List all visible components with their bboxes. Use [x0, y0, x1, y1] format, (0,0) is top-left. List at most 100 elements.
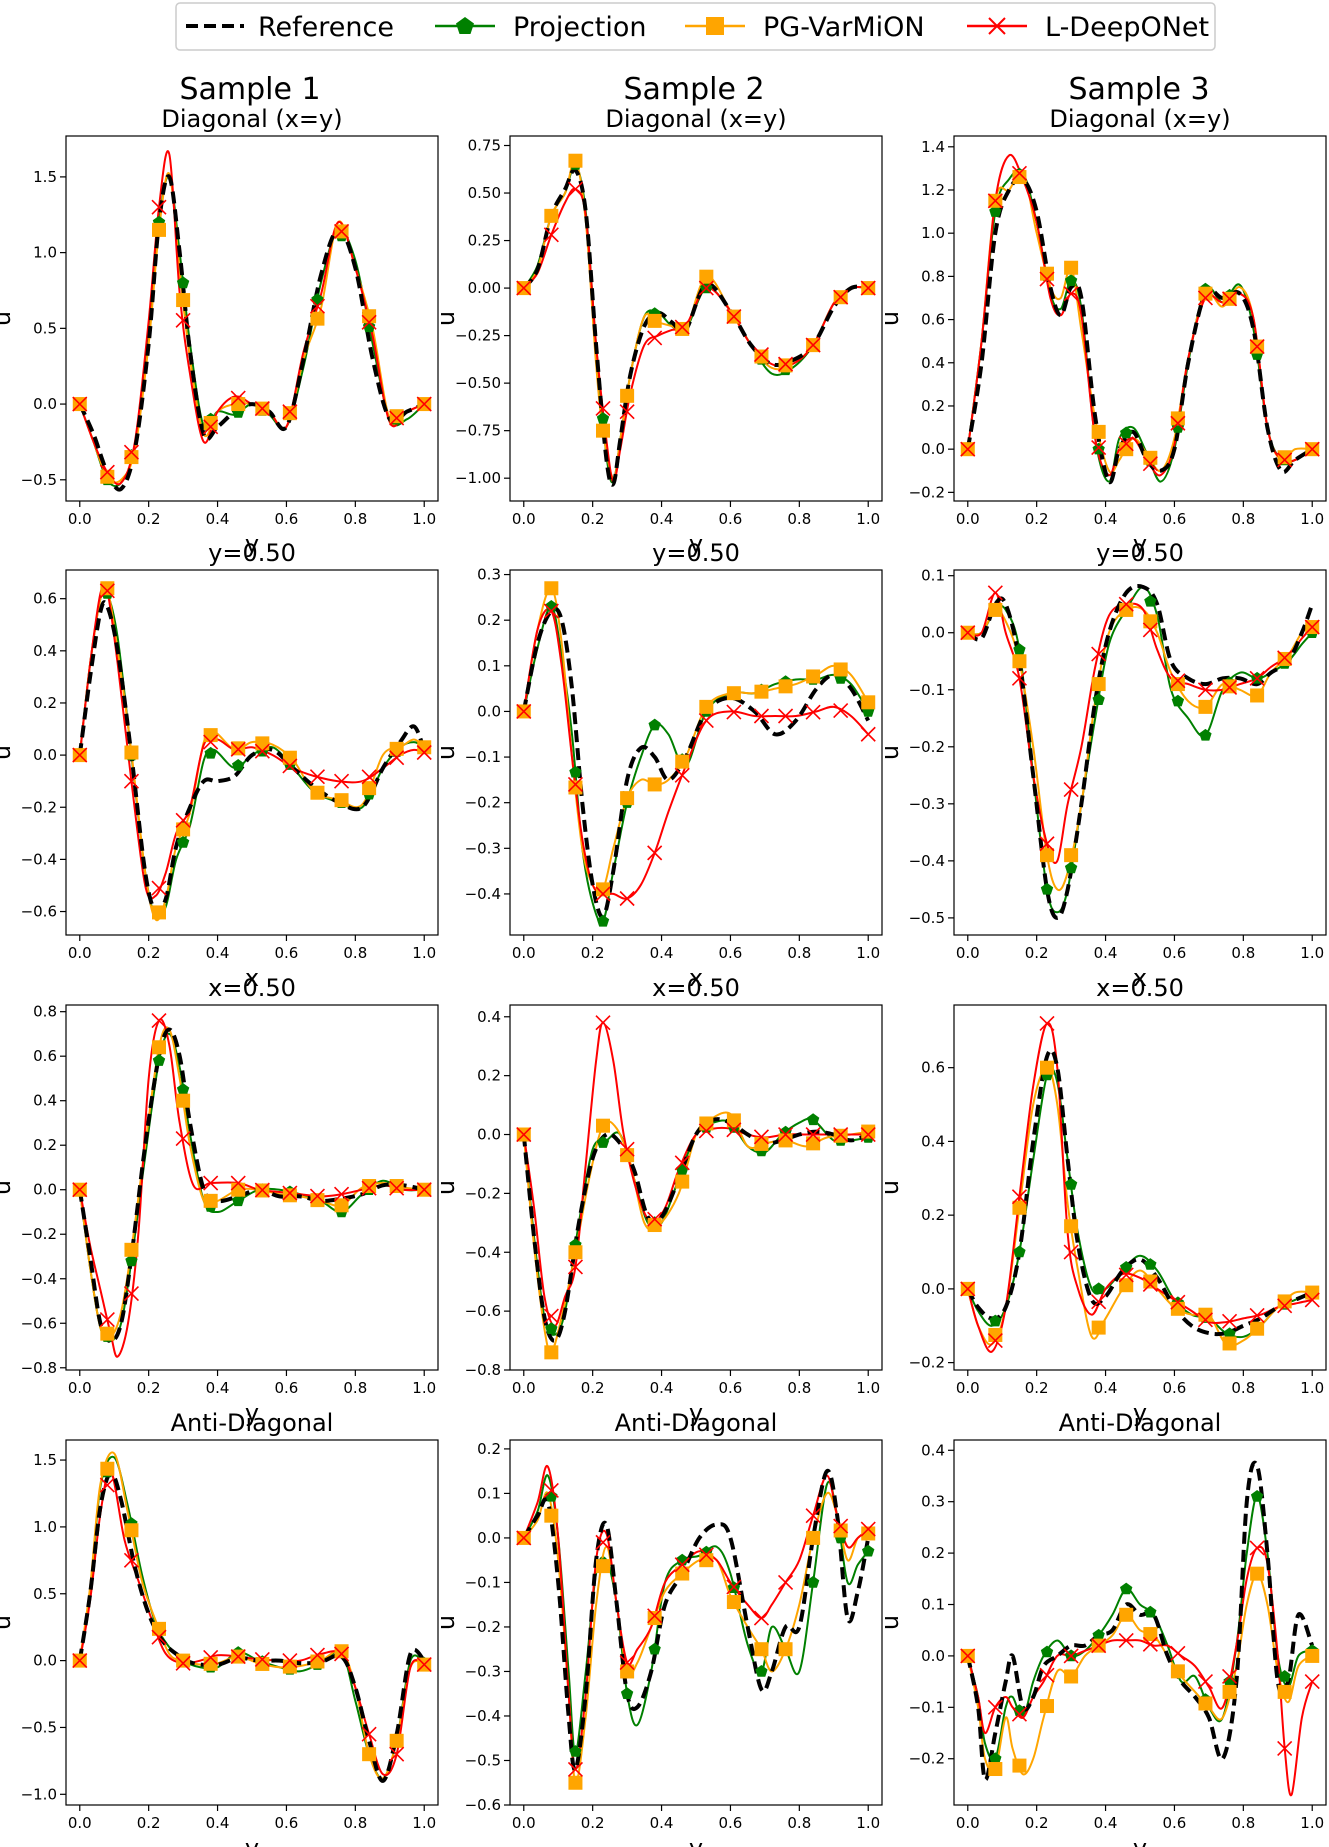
y-tick-label: 1.0 [33, 1518, 57, 1536]
legend-marker-l-deeponet [988, 17, 1006, 35]
y-tick-label: 0.2 [921, 1544, 945, 1562]
subplot-r4-c1: Anti-Diagonal 0.0 0.2 0.4 0.6 0.8 1.0 −1.0 −0.5 0… [0, 1409, 439, 1847]
marker-l-deeponet [1142, 456, 1158, 472]
y-tick-label: −0.1 [465, 748, 501, 766]
marker-pg-varmion [1040, 1060, 1054, 1075]
x-tick-label: 0.0 [956, 1379, 980, 1397]
y-tick-label: 0.0 [33, 395, 57, 413]
y-tick-label: 0.1 [921, 1596, 945, 1614]
marker-l-deeponet [389, 750, 405, 766]
series-markers [516, 581, 876, 927]
marker-projection [806, 1575, 820, 1588]
y-tick-label: 0.25 [468, 232, 501, 250]
marker-l-deeponet [416, 744, 432, 761]
marker-l-deeponet [960, 441, 976, 457]
marker-projection [1144, 1605, 1157, 1618]
marker-pg-varmion [1091, 677, 1106, 692]
subplot-title: x=0.50 [652, 974, 740, 1002]
y-tick-label: 0.4 [477, 1008, 501, 1026]
marker-l-deeponet [1118, 1267, 1134, 1283]
marker-projection [1120, 1582, 1133, 1595]
marker-l-deeponet [777, 356, 794, 372]
marker-l-deeponet [1249, 670, 1265, 686]
marker-l-deeponet [1277, 1740, 1293, 1757]
plot-frame [509, 1004, 883, 1371]
y-tick-label: 0.8 [33, 1003, 57, 1021]
subplot-r2-c1: y=0.50 0.0 0.2 0.4 0.6 0.8 1.0 −0.6 −0.4 −0.2 0.0 0… [0, 539, 439, 992]
x-tick-label: 0.6 [275, 944, 299, 962]
x-tick-label: 1.0 [856, 944, 880, 962]
series-line-l-deeponet [523, 187, 869, 484]
marker-l-deeponet [595, 1534, 611, 1550]
series-markers [72, 1013, 432, 1342]
marker-pg-varmion [544, 1508, 559, 1523]
marker-pg-varmion [100, 469, 115, 484]
x-tick-label: 0.4 [206, 510, 230, 528]
marker-l-deeponet [230, 1175, 246, 1191]
marker-l-deeponet [805, 337, 821, 353]
marker-l-deeponet [175, 1655, 191, 1671]
y-tick-label: −0.2 [909, 1354, 945, 1372]
marker-l-deeponet [1063, 782, 1079, 798]
plot-frame [953, 135, 1327, 502]
marker-projection [1040, 882, 1054, 895]
series-line-l-deeponet [78, 1018, 425, 1358]
marker-pg-varmion [282, 750, 297, 765]
marker-pg-varmion [152, 1040, 166, 1055]
marker-l-deeponet [333, 223, 350, 239]
marker-l-deeponet [960, 1648, 976, 1664]
series-markers [960, 585, 1320, 895]
marker-l-deeponet [516, 703, 532, 720]
series-markers [516, 1015, 876, 1360]
marker-pg-varmion [544, 208, 559, 223]
marker-l-deeponet [416, 396, 432, 412]
y-axis-label: u [876, 1615, 904, 1630]
y-tick-label: 0.50 [468, 184, 501, 202]
y-tick-label: −0.3 [465, 1662, 501, 1680]
marker-pg-varmion [675, 1174, 690, 1189]
marker-projection [569, 1745, 582, 1757]
marker-l-deeponet [1304, 441, 1320, 457]
x-tick-label: 0.2 [581, 944, 605, 962]
marker-projection [862, 1544, 875, 1557]
x-tick-label: 1.0 [1300, 944, 1324, 962]
marker-l-deeponet [309, 769, 326, 785]
subplot-title: y=0.50 [1096, 539, 1184, 567]
marker-l-deeponet [1170, 673, 1186, 689]
marker-pg-varmion [334, 793, 349, 808]
y-tick-label: −0.4 [465, 1707, 501, 1725]
marker-l-deeponet [1221, 1668, 1238, 1685]
y-tick-label: 1.0 [33, 244, 57, 262]
x-axis-label: y [689, 1834, 703, 1847]
x-tick-label: 1.0 [412, 1379, 436, 1397]
marker-l-deeponet [309, 298, 326, 314]
marker-l-deeponet [777, 1126, 794, 1143]
subplot-r1-c2: Diagonal (x=y) 0.0 0.2 0.4 0.6 0.8 1.0 −1.00 −0.… [432, 105, 883, 558]
marker-pg-varmion [1277, 450, 1292, 465]
series-markers [72, 1461, 432, 1762]
y-tick-label: −0.2 [21, 798, 57, 816]
x-tick-label: 0.4 [206, 944, 230, 962]
series-line-projection [522, 1474, 869, 1753]
marker-projection [1064, 274, 1078, 286]
marker-pg-varmion [647, 1611, 662, 1626]
y-axis-label: u [0, 1615, 16, 1630]
marker-pg-varmion [1198, 699, 1213, 714]
y-tick-label: 0.0 [477, 1529, 501, 1547]
y-tick-label: −0.2 [909, 738, 945, 756]
series-line-projection [966, 1495, 1313, 1762]
y-tick-label: 0.75 [468, 137, 501, 155]
x-tick-label: 0.6 [1163, 510, 1187, 528]
series-markers [516, 1482, 876, 1790]
marker-projection [1223, 1675, 1236, 1687]
x-tick-label: 1.0 [412, 944, 436, 962]
y-tick-label: −0.1 [909, 1698, 945, 1716]
y-tick-label: 0.00 [468, 279, 501, 297]
marker-projection [1013, 643, 1026, 656]
marker-projection [648, 718, 661, 731]
x-axis-label: y [689, 530, 703, 558]
y-tick-label: −0.5 [465, 1751, 501, 1769]
marker-pg-varmion [1170, 411, 1185, 426]
series-line-reference [522, 167, 869, 487]
marker-pg-varmion [778, 358, 793, 373]
